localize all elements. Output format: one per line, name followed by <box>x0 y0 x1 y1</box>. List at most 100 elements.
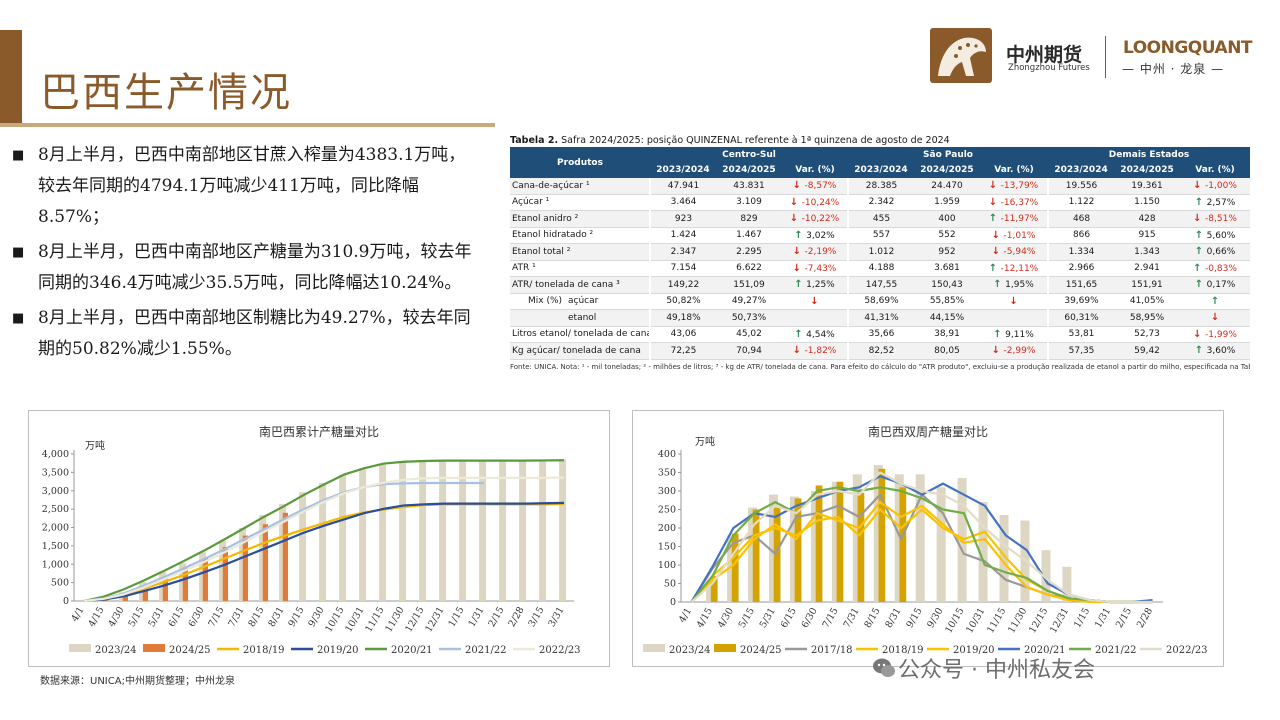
x-tick-label: 4/1 <box>677 606 694 625</box>
y-tick-label: 1,500 <box>42 541 69 552</box>
title-accent-bar <box>0 30 22 125</box>
bar-2023/24 <box>810 491 820 602</box>
bar-2024/25 <box>710 576 718 602</box>
bar-2024/25 <box>262 524 269 601</box>
legend-label: 2017/18 <box>811 645 853 656</box>
bar-2024/25 <box>222 546 229 601</box>
table-cell: 2.295 <box>716 243 782 261</box>
table-footnote: Fonte: UNICA. Nota: ¹ - mil toneladas; ²… <box>510 363 1250 371</box>
table-var-cell <box>782 309 848 327</box>
arrow-up-icon: ↑ <box>794 229 807 241</box>
arrow-down-icon: ↓ <box>1009 295 1018 307</box>
square-bullet-icon: ■ <box>12 148 25 163</box>
bar-2024/25 <box>878 468 886 602</box>
y-tick-label: 350 <box>658 468 676 479</box>
legend-label: 2020/21 <box>391 645 433 656</box>
arrow-down-icon: ↓ <box>1193 328 1206 340</box>
x-tick-label: 8/31 <box>883 606 903 630</box>
table-cell: 557 <box>847 227 914 244</box>
header-year: 2024/2025 <box>716 162 782 178</box>
table-var-cell: ↓ -10,24% <box>782 194 848 211</box>
bar-2023/24 <box>706 581 716 602</box>
table-var-cell: ↓ -13,79% <box>980 178 1049 195</box>
arrow-up-icon: ↑ <box>1194 246 1207 258</box>
cumulative-sugar-chart: 南巴西累计产糖量对比 万吨 0 500 1,000 1,500 2,000 2,500 3,… <box>28 410 610 667</box>
table-var-cell: ↑ -0,83% <box>1180 260 1251 277</box>
y-tick-label: 400 <box>658 449 676 460</box>
x-tick-label: 4/30 <box>716 606 736 630</box>
y-tick-label: 250 <box>658 505 676 516</box>
bar-2023/24 <box>259 515 267 601</box>
chart-title: 南巴西累计产糖量对比 <box>258 425 379 439</box>
wechat-icon <box>872 656 896 680</box>
bar-2023/24 <box>894 474 904 602</box>
bar-2024/25 <box>857 492 865 602</box>
row-label: Etanol hidratado ² <box>510 227 650 244</box>
table-cell: 41,05% <box>1114 293 1181 310</box>
bar-2024/25 <box>242 535 249 601</box>
table-cell: 2.941 <box>1114 260 1181 277</box>
x-tick-label: 12/31 <box>423 605 446 634</box>
legend-label: 2022/23 <box>1166 645 1208 656</box>
table-row: ATR/ tonelada de cana ³ 149,22 151,09 ↑ 1,2… <box>510 276 1251 294</box>
legend-label: 2018/19 <box>243 645 285 656</box>
x-tick-label: 10/15 <box>943 606 966 635</box>
table-cell: 455 <box>847 210 914 228</box>
row-label: Etanol total ² <box>510 243 650 261</box>
arrow-up-icon: ↑ <box>993 328 1006 340</box>
series-line-2021/22 <box>690 486 1153 604</box>
header-var: Var. (%) <box>980 162 1049 178</box>
table-cell: 1.334 <box>1047 243 1115 261</box>
legend-label: 2024/25 <box>169 645 211 656</box>
table-var-cell: ↑ 0,66% <box>1180 243 1251 261</box>
table-cell: 151,91 <box>1114 276 1181 294</box>
x-tick-label: 4/1 <box>69 605 86 624</box>
x-tick-label: 1/31 <box>466 605 486 629</box>
x-tick-label: 2/15 <box>486 605 506 629</box>
table-caption: Tabela 2. Safra 2024/2025: posição QUINZ… <box>510 135 950 146</box>
arrow-down-icon: ↓ <box>792 246 805 258</box>
x-tick-label: 1/15 <box>446 605 466 629</box>
safra-table: Produtos Centro-Sul São Paulo Demais Est… <box>510 147 1251 360</box>
x-tick-label: 7/15 <box>821 606 841 630</box>
table-var-cell: ↓ -1,99% <box>1180 326 1251 343</box>
x-tick-label: 4/15 <box>86 605 106 629</box>
x-tick-label: 5/31 <box>146 605 166 629</box>
x-tick-label: 6/30 <box>186 605 206 629</box>
legend-swatch <box>69 644 91 652</box>
legend-label: 2021/22 <box>1095 645 1137 656</box>
bar-2023/24 <box>915 474 925 602</box>
x-tick-label: 7/15 <box>206 605 226 629</box>
x-tick-label: 11/15 <box>985 606 1008 635</box>
table-cell: 552 <box>914 227 980 244</box>
arrow-up-icon: ↑ <box>1194 279 1207 291</box>
bar-2023/24 <box>769 494 779 602</box>
x-tick-label: 12/15 <box>403 605 426 634</box>
bullet-item: ■ 8月上半月，巴西中南部地区制糖比为49.27%，较去年同期的50.82%减少1… <box>12 303 482 365</box>
table-cell: 923 <box>649 210 716 228</box>
arrow-up-icon: ↑ <box>794 279 807 291</box>
table-var-cell: ↑ 3,60% <box>1180 342 1251 360</box>
page-title: 巴西生产情况 <box>40 70 292 116</box>
bar-2023/24 <box>459 459 467 601</box>
bar-2024/25 <box>122 594 129 601</box>
brand-name-en: Zhongzhou Futures <box>1008 63 1090 73</box>
table-var-cell: ↑ 0,17% <box>1180 276 1251 294</box>
x-tick-label: 6/15 <box>779 606 799 630</box>
table-cell: 80,05 <box>914 342 980 360</box>
table-var-cell <box>980 309 1049 327</box>
title-underline <box>0 123 495 127</box>
bar-2023/24 <box>999 515 1009 602</box>
arrow-down-icon: ↓ <box>1193 180 1206 192</box>
bar-2023/24 <box>419 460 427 601</box>
table-cell: 6.622 <box>716 260 782 277</box>
table-cell: 50,73% <box>716 309 782 327</box>
table-cell: 1.122 <box>1047 194 1115 211</box>
bar-2023/24 <box>852 474 862 602</box>
arrow-up-icon: ↑ <box>1194 229 1207 241</box>
header-year: 2024/2025 <box>914 162 980 178</box>
table-cell: 1.343 <box>1114 243 1181 261</box>
bar-2023/24 <box>873 465 883 602</box>
x-tick-label: 12/15 <box>1027 606 1050 635</box>
table-row: Mix (%) açúcar 50,82% 49,27% ↓ 58,69% 55,85% ↓… <box>510 293 1251 310</box>
